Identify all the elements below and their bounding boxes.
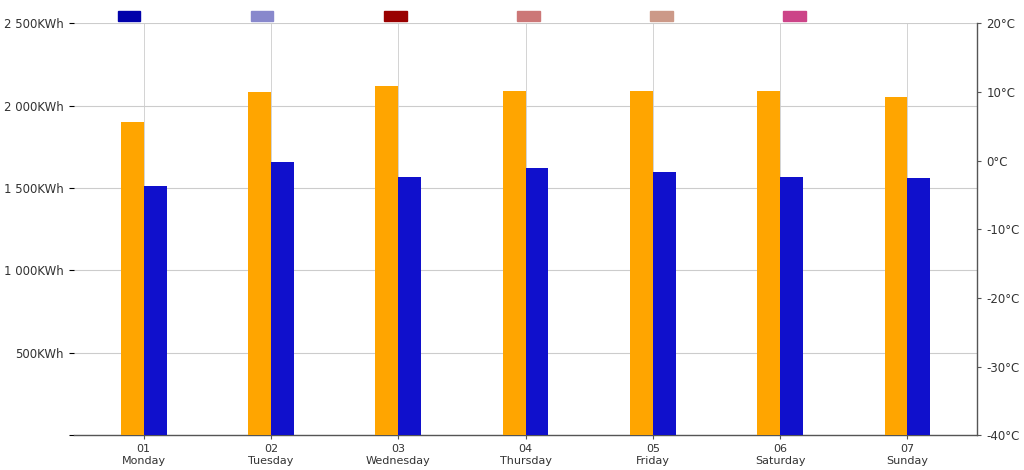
Bar: [780, 177, 803, 435]
Bar: [121, 122, 143, 435]
Bar: [503, 91, 525, 435]
Bar: [376, 86, 398, 435]
Bar: [907, 178, 931, 435]
Bar: [143, 187, 167, 435]
Bar: [525, 168, 549, 435]
Bar: [885, 97, 907, 435]
Bar: [398, 177, 421, 435]
Bar: [248, 93, 271, 435]
Bar: [630, 91, 653, 435]
Bar: [653, 172, 676, 435]
Bar: [271, 162, 294, 435]
Bar: [757, 91, 780, 435]
